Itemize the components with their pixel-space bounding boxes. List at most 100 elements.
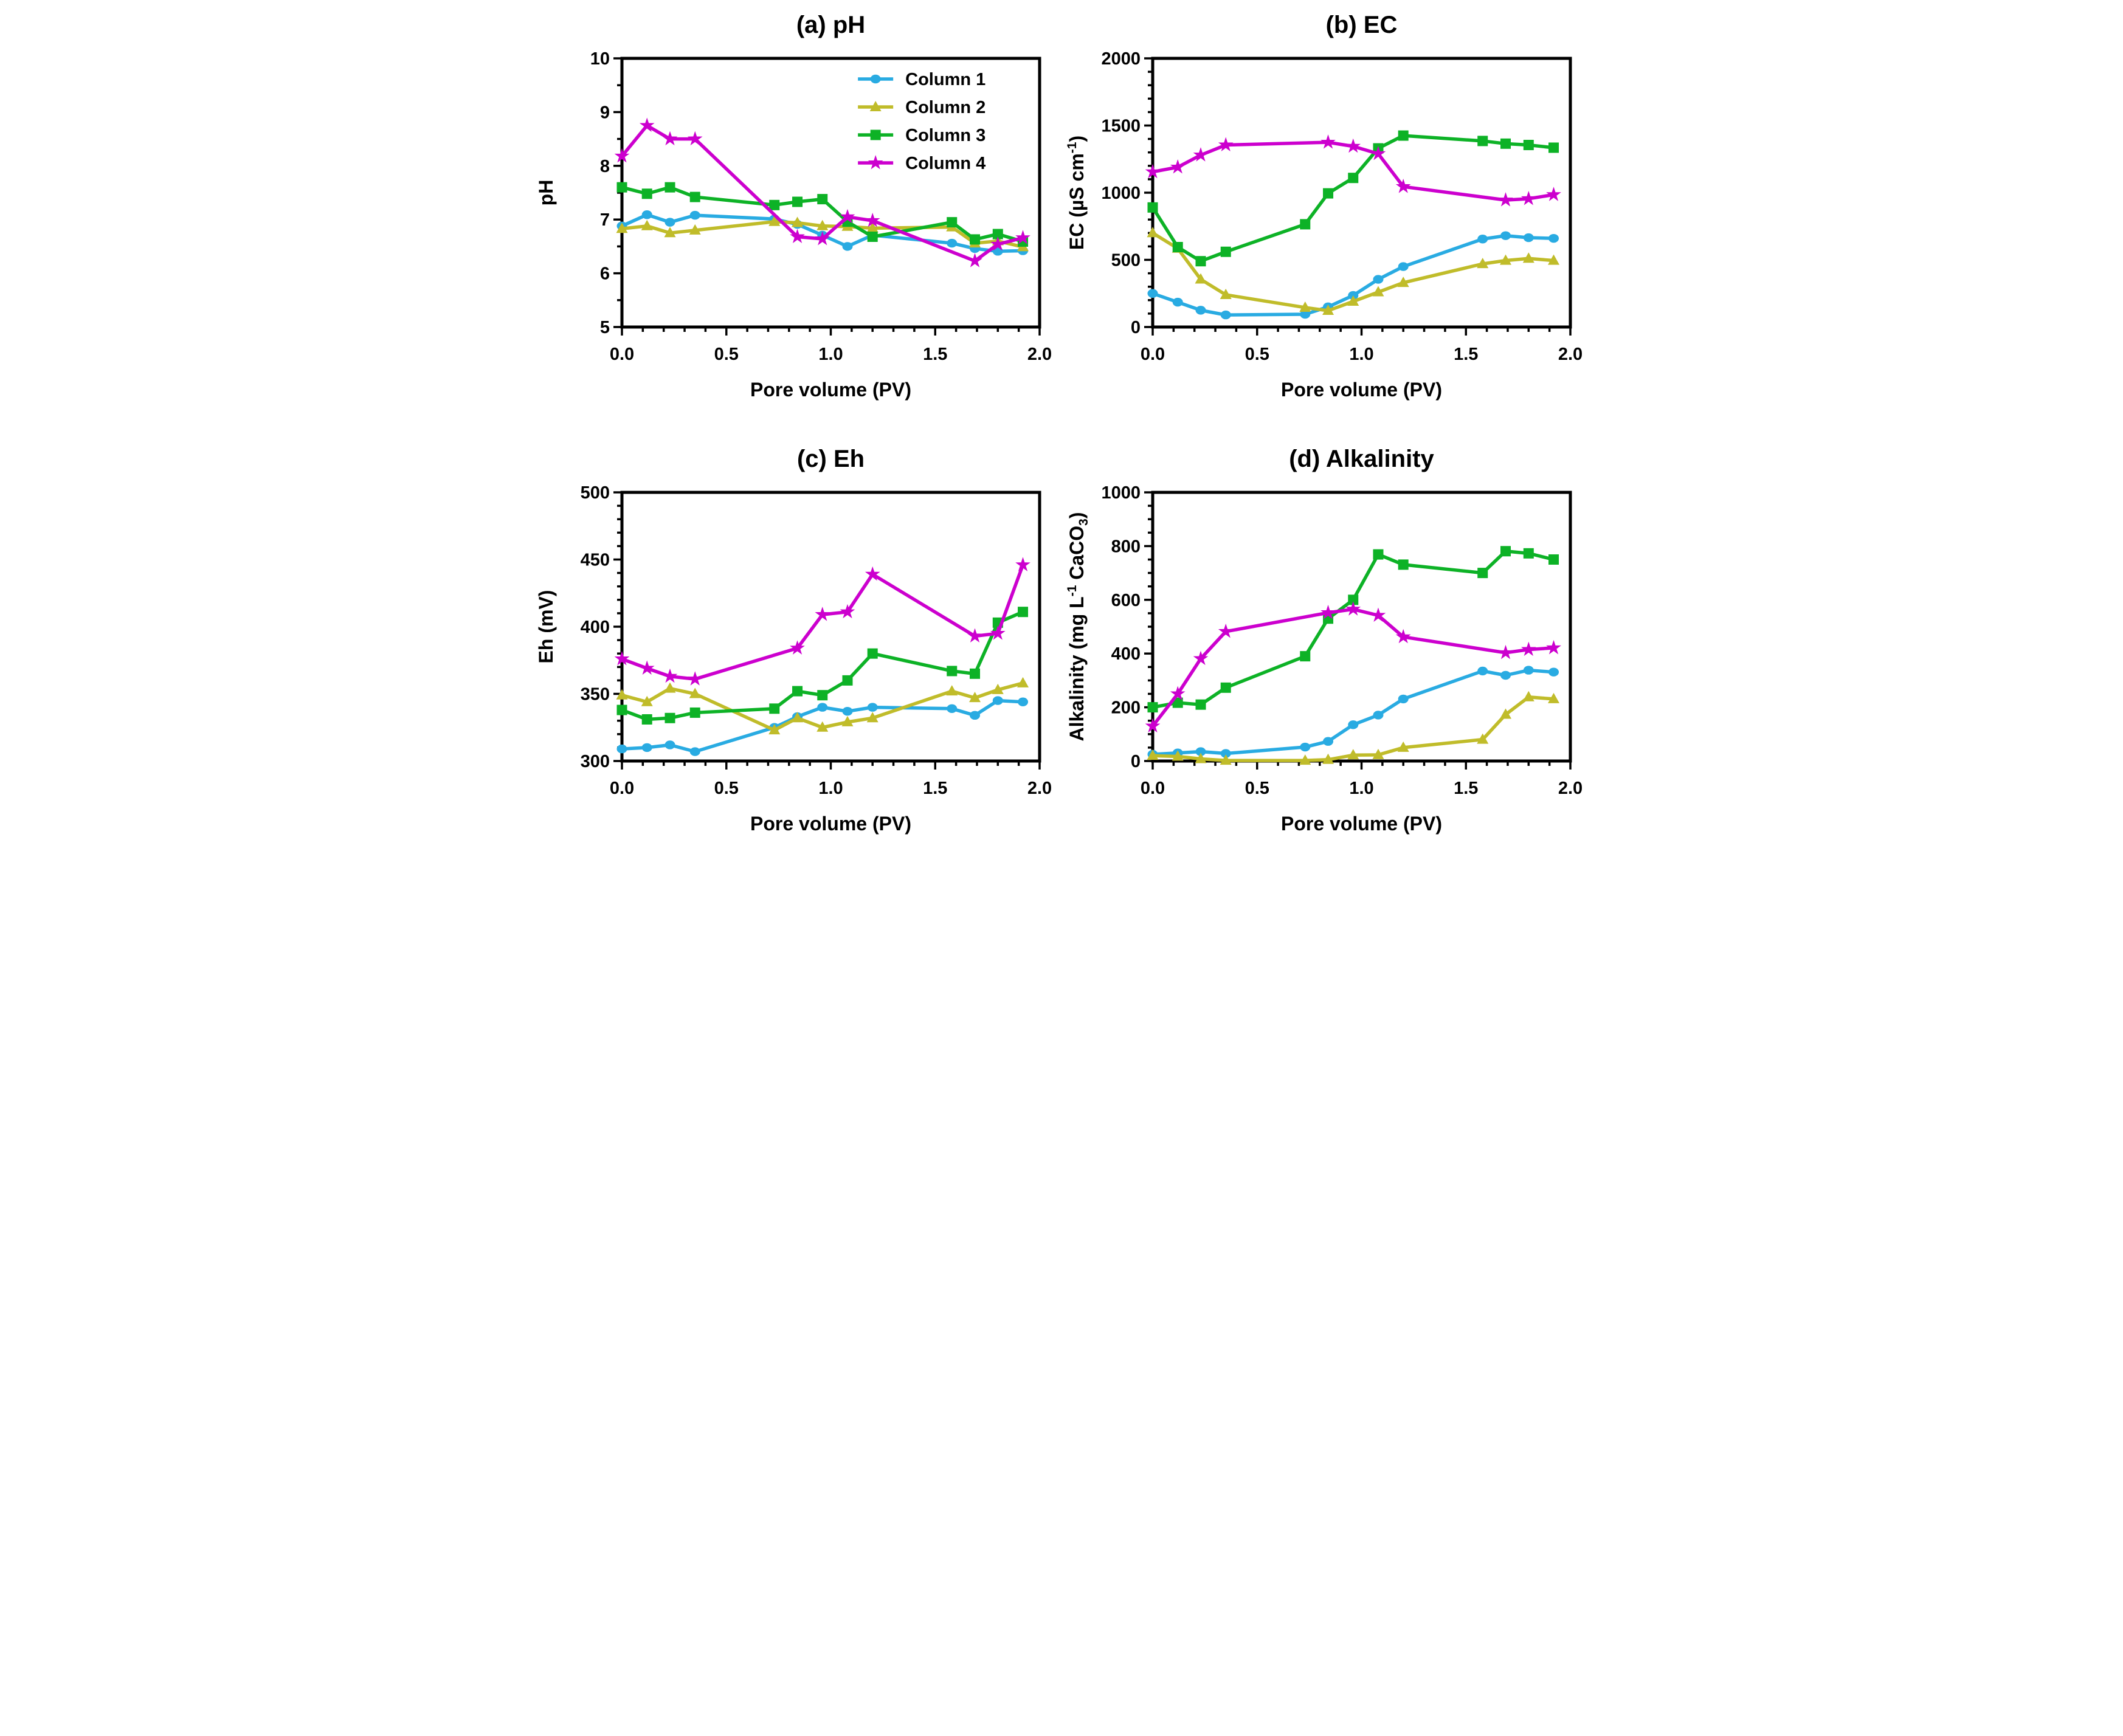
x-tick-label: 1.5	[923, 779, 947, 798]
y-tick-label: 300	[581, 752, 610, 771]
series-column-4-markers	[1145, 601, 1561, 733]
series-column-2	[616, 677, 1029, 735]
x-tick-label: 1.5	[1454, 345, 1478, 364]
yaxis-label-segment: pH	[535, 180, 557, 206]
x-tick-label: 0.0	[1141, 345, 1165, 364]
series-column-3-markers	[616, 607, 1029, 725]
series-column-4-line	[1151, 607, 1556, 728]
series-column-1-markers	[1147, 231, 1559, 320]
series-column-4	[614, 557, 1030, 686]
legend-item-label: Column 3	[905, 126, 986, 145]
x-tick-label: 2.0	[1027, 779, 1052, 798]
series-column-4-line	[620, 563, 1025, 681]
legend-item-column-4: Column 4	[858, 154, 986, 173]
x-tick-label: 1.5	[923, 345, 947, 364]
panel-b-axes: 0 500 1000 1500 2000 0.0 0.5 1.0 1.5 2.0	[1101, 49, 1583, 364]
series-column-4-markers	[614, 557, 1030, 686]
panel-d-axes: 0 200 400 600 800 1000 0.0 0.5 1.0 1.5 2.0	[1101, 483, 1583, 798]
x-tick-label: 1.0	[1349, 345, 1373, 364]
panel-c-xaxis-label: Pore volume (PV)	[750, 813, 911, 835]
panel-c-axes: 300 350 400 450 500 0.0 0.5 1.0 1.5 2.0	[581, 483, 1052, 798]
y-tick-label: 500	[581, 483, 610, 503]
yaxis-label-segment: EC (µS cm	[1066, 153, 1088, 250]
yaxis-label-segment: -1	[1065, 585, 1079, 596]
y-tick-label: 9	[600, 103, 610, 122]
y-tick-label: 400	[581, 618, 610, 637]
series-column-4-markers	[614, 117, 1030, 267]
panel-b: (b) EC 0 500 1000 1500 2000 0.0 0.5 1.0 1.5 2.0 Por…	[1062, 0, 1592, 434]
y-tick-label: 6	[600, 264, 610, 284]
series-column-1	[1147, 231, 1559, 320]
legend: Column 1 Column 2 Column 3 Column 4	[858, 70, 986, 173]
panel-b-yaxis-label: EC (µS cm-1)	[1065, 136, 1088, 250]
yaxis-label-segment: -1	[1065, 142, 1079, 153]
panel-b-chart: (b) EC 0 500 1000 1500 2000 0.0 0.5 1.0 1.5 2.0 Por…	[1065, 12, 1583, 401]
y-tick-label: 5	[600, 318, 610, 337]
x-tick-label: 0.0	[610, 779, 634, 798]
series-column-1	[1147, 666, 1559, 759]
y-tick-label: 200	[1111, 698, 1141, 718]
y-tick-label: 450	[581, 551, 610, 570]
x-tick-label: 0.5	[1245, 779, 1269, 798]
x-tick-label: 1.0	[818, 779, 843, 798]
x-tick-label: 1.0	[1349, 779, 1373, 798]
series-column-4-line	[1151, 140, 1556, 202]
x-tick-label: 0.5	[1245, 345, 1269, 364]
panel-a-xaxis-label: Pore volume (PV)	[750, 379, 911, 401]
y-tick-label: 1500	[1101, 117, 1141, 136]
series-column-3	[1147, 130, 1559, 267]
panel-b-xaxis-label: Pore volume (PV)	[1281, 379, 1442, 401]
x-tick-label: 2.0	[1027, 345, 1052, 364]
series-column-4	[1145, 134, 1561, 207]
four-panel-line-chart-figure: (a) pH 5 6 7 8 9 10 0.0 0.5 1.0 1.5 2.0 Pore volume …	[531, 0, 1592, 868]
y-tick-label: 2000	[1101, 49, 1141, 69]
series-column-3-markers	[1147, 130, 1559, 267]
panel-a-yaxis-label: pH	[535, 180, 557, 206]
x-tick-label: 2.0	[1558, 345, 1583, 364]
x-tick-label: 0.0	[1141, 779, 1165, 798]
y-tick-label: 500	[1111, 251, 1141, 270]
panel-d-chart: (d) Alkalinity 0 200 400 600 800 1000 0.0 0.5 1.0…	[1065, 446, 1583, 835]
series-column-2	[1147, 227, 1560, 315]
y-tick-label: 1000	[1101, 483, 1141, 503]
series-column-4	[1145, 601, 1561, 733]
y-tick-label: 400	[1111, 644, 1141, 664]
series-column-3-line	[1151, 549, 1556, 709]
legend-item-label: Column 4	[905, 154, 986, 173]
series-column-1-markers	[1147, 666, 1559, 759]
series-column-2-markers	[616, 677, 1029, 735]
panel-a: (a) pH 5 6 7 8 9 10 0.0 0.5 1.0 1.5 2.0 Pore volume …	[531, 0, 1062, 434]
series-column-3-markers	[1147, 546, 1559, 713]
y-tick-label: 350	[581, 685, 610, 704]
y-tick-label: 600	[1111, 591, 1141, 610]
panel-a-axes: 5 6 7 8 9 10 0.0 0.5 1.0 1.5 2.0	[590, 49, 1052, 364]
panel-d-yaxis-label: Alkalinity (mg L-1 CaCO3)	[1065, 512, 1091, 741]
y-tick-label: 800	[1111, 537, 1141, 556]
panel-d-xaxis-label: Pore volume (PV)	[1281, 813, 1442, 835]
y-tick-label: 1000	[1101, 184, 1141, 203]
y-tick-label: 0	[1131, 752, 1141, 771]
x-tick-label: 1.0	[818, 345, 843, 364]
legend-item-label: Column 1	[905, 70, 986, 89]
y-tick-label: 10	[590, 49, 610, 69]
series-column-4-markers	[1145, 134, 1561, 207]
legend-item-label: Column 2	[905, 98, 986, 117]
yaxis-label-segment: Eh (mV)	[535, 590, 557, 664]
series-column-2-markers	[1147, 691, 1560, 765]
yaxis-label-segment: CaCO	[1066, 526, 1088, 585]
series-column-2-markers	[1147, 227, 1560, 315]
panel-d-title: (d) Alkalinity	[1289, 446, 1434, 472]
series-column-2	[1147, 691, 1560, 765]
panel-c: (c) Eh 300 350 400 450 500 0.0 0.5 1.0 1.5 2.0 Pore…	[531, 434, 1062, 868]
x-tick-label: 0.5	[714, 779, 739, 798]
y-tick-label: 0	[1131, 318, 1141, 337]
y-tick-label: 7	[600, 210, 610, 230]
panel-c-title: (c) Eh	[797, 446, 865, 472]
y-tick-label: 8	[600, 157, 610, 176]
x-tick-label: 1.5	[1454, 779, 1478, 798]
series-column-4	[614, 117, 1030, 267]
yaxis-label-segment: Alkalinity (mg L	[1066, 596, 1088, 741]
panel-c-chart: (c) Eh 300 350 400 450 500 0.0 0.5 1.0 1.5 2.0 Pore…	[535, 446, 1052, 835]
yaxis-label-segment: )	[1066, 512, 1088, 518]
series-column-3	[616, 607, 1029, 725]
